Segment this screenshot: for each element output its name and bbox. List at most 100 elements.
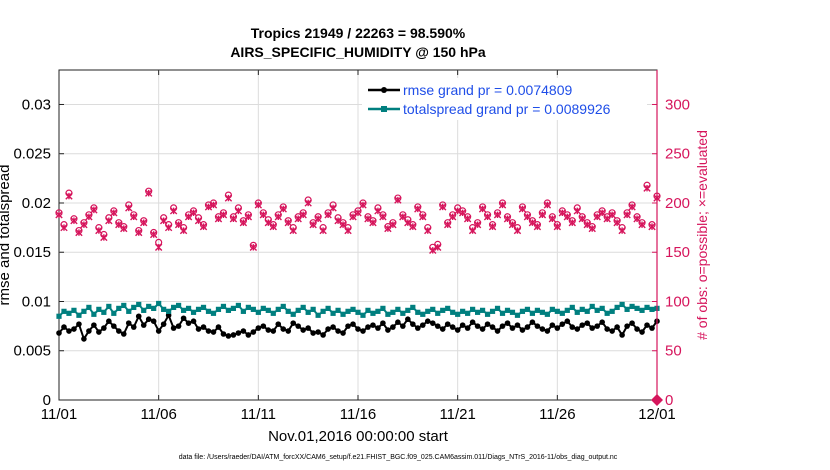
- obs-evaluated-point: [75, 228, 83, 237]
- legend-rmse-label: rmse grand pr = 0.0074809: [403, 82, 572, 98]
- obs-evaluated-point: [145, 189, 153, 197]
- rmse-point: [589, 325, 596, 331]
- obs-evaluated-point: [105, 217, 113, 225]
- rmse-point: [330, 324, 336, 330]
- obs-evaluated-point: [643, 184, 651, 192]
- spread-point: [614, 304, 620, 311]
- spread-point: [445, 305, 451, 311]
- rmse-point: [424, 318, 431, 324]
- obs-evaluated-point: [508, 220, 517, 229]
- y-left-tick-label: 0.02: [22, 195, 51, 212]
- obs-evaluated-point: [473, 220, 482, 229]
- spread-point: [440, 307, 446, 313]
- obs-evaluated-point: [409, 222, 417, 231]
- obs-evaluated-point: [329, 204, 337, 212]
- spread-point: [66, 310, 72, 316]
- spread-point: [305, 309, 311, 315]
- obs-evaluated-point: [533, 222, 542, 231]
- rmse-point: [584, 320, 591, 326]
- spread-point: [499, 310, 506, 316]
- obs-evaluated-point: [174, 220, 183, 229]
- rmse-point: [644, 322, 650, 328]
- rmse-point: [599, 319, 605, 325]
- spread-point: [141, 307, 147, 313]
- y-left-tick-label: 0.03: [22, 96, 51, 113]
- obs-evaluated-point: [503, 215, 512, 223]
- y-right-tick-label: 150: [665, 244, 690, 261]
- spread-point: [549, 306, 555, 312]
- rmse-point: [614, 324, 620, 330]
- obs-evaluated-point: [598, 209, 606, 217]
- obs-evaluated-point: [613, 218, 621, 227]
- spread-point: [340, 311, 346, 317]
- rmse-point: [310, 330, 316, 336]
- spread-point: [220, 303, 227, 310]
- obs-evaluated-point: [439, 203, 447, 211]
- obs-evaluated-point: [513, 226, 522, 235]
- rmse-point: [484, 321, 491, 327]
- obs-evaluated-point: [483, 213, 492, 221]
- rmse-point: [489, 324, 496, 330]
- spread-point: [310, 306, 316, 312]
- obs-evaluated-point: [394, 196, 402, 204]
- spread-point: [604, 310, 610, 316]
- rmse-point: [335, 328, 341, 334]
- obs-evaluated-point: [115, 220, 123, 229]
- obs-evaluated-point: [404, 218, 412, 227]
- spread-point: [484, 311, 491, 317]
- spread-point: [539, 309, 545, 315]
- obs-evaluated-point: [374, 207, 382, 215]
- rmse-point: [464, 325, 471, 331]
- spread-point: [330, 310, 336, 316]
- spread-point: [195, 306, 202, 312]
- spread-point: [509, 309, 516, 315]
- obs-evaluated-point: [204, 203, 213, 211]
- spread-point: [589, 303, 595, 310]
- y-right-tick-label: 100: [665, 293, 690, 310]
- obs-evaluated-point: [568, 218, 576, 227]
- obs-evaluated-point: [289, 226, 297, 235]
- spread-point: [166, 308, 172, 314]
- obs-evaluated-point: [304, 199, 312, 207]
- rmse-point: [454, 327, 461, 333]
- spread-point: [514, 312, 521, 318]
- obs-evaluated-point: [518, 205, 527, 213]
- obs-evaluated-point: [349, 213, 357, 221]
- obs-evaluated-point: [603, 215, 611, 223]
- spread-point: [285, 308, 291, 314]
- obs-evaluated-point: [623, 211, 631, 219]
- obs-evaluated-point: [429, 246, 437, 254]
- spread-point: [579, 306, 585, 312]
- chart-title-line1: Tropics 21949 / 22263 = 98.590%: [251, 25, 466, 41]
- y-left-tick-label: 0: [43, 392, 51, 409]
- obs-evaluated-point: [468, 226, 477, 235]
- rmse-point: [61, 324, 67, 330]
- spread-point: [599, 305, 605, 311]
- rmse-point: [474, 323, 481, 329]
- legend: rmse grand pr = 0.0074809 totalspread gr…: [362, 78, 647, 120]
- spread-point: [400, 310, 406, 316]
- spread-point: [410, 304, 416, 311]
- obs-evaluated-point: [85, 213, 93, 221]
- rmse-point: [619, 332, 625, 338]
- obs-evaluated-point: [249, 243, 258, 252]
- spread-point: [61, 308, 67, 314]
- spread-point: [146, 303, 152, 310]
- spread-point: [176, 302, 182, 309]
- obs-evaluated-point: [279, 205, 287, 213]
- rmse-point: [285, 328, 292, 334]
- spread-point: [504, 307, 511, 313]
- rmse-point: [101, 325, 107, 331]
- obs-evaluated-point: [458, 209, 467, 217]
- obs-evaluated-point: [558, 209, 567, 217]
- rmse-point: [350, 321, 356, 327]
- rmse-point: [360, 328, 366, 334]
- obs-evaluated-point: [628, 203, 636, 211]
- rmse-point: [479, 326, 486, 332]
- rmse-point: [295, 323, 302, 329]
- rmse-point: [355, 326, 361, 332]
- rmse-point: [210, 329, 217, 335]
- y-right-tick-label: 50: [665, 343, 682, 360]
- legend-rmse-marker: [381, 87, 387, 93]
- obs-evaluated-point: [229, 215, 238, 223]
